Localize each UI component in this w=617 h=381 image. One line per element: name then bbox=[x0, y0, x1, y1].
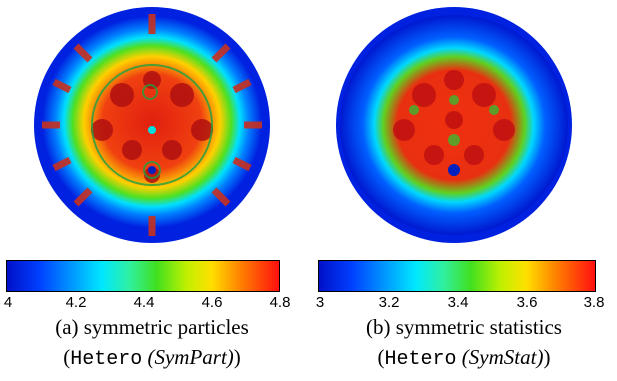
colorbar-tick: 4.6 bbox=[201, 294, 223, 311]
caption-italic: (SymPart) bbox=[147, 345, 234, 369]
caption-paren: ) bbox=[543, 345, 551, 369]
colorbar-a: 4 4.2 4.4 4.6 4.8 bbox=[4, 260, 290, 311]
panel-symmetric-particles: 4 4.2 4.4 4.6 4.8 (a) symmetric particle… bbox=[2, 0, 302, 381]
colorbar-tick: 4.2 bbox=[65, 294, 87, 311]
caption-paren: ( bbox=[63, 345, 71, 369]
colorbar-tick: 3.6 bbox=[516, 294, 538, 311]
colorbar-tick: 4.8 bbox=[269, 294, 291, 311]
colorbar-tick: 3.8 bbox=[583, 294, 605, 311]
caption-paren: ) bbox=[233, 345, 241, 369]
colorbar-tick: 3.2 bbox=[378, 294, 400, 311]
colorbar-tick: 4 bbox=[3, 294, 13, 311]
colorbar-tick: 3 bbox=[315, 294, 325, 311]
caption-title-b: (b) symmetric statistics bbox=[366, 315, 562, 339]
colorbar-b: 3 3.2 3.4 3.6 3.8 bbox=[316, 260, 604, 311]
caption-title-a: (a) symmetric particles bbox=[55, 315, 249, 339]
colorbar-gradient bbox=[318, 260, 596, 292]
density-map-render-b bbox=[336, 7, 572, 243]
colorbar-tick: 4.4 bbox=[133, 294, 155, 311]
panel-symmetric-statistics: 3 3.2 3.4 3.6 3.8 (b) symmetric statisti… bbox=[314, 0, 614, 381]
density-map-render-a bbox=[34, 7, 270, 243]
caption-code: Hetero bbox=[70, 348, 143, 371]
colorbar-gradient bbox=[6, 260, 280, 292]
caption-paren: ( bbox=[377, 345, 385, 369]
caption-method-b: (Hetero (SymStat)) bbox=[314, 345, 614, 371]
colorbar-tick: 3.4 bbox=[447, 294, 469, 311]
caption-italic: (SymStat) bbox=[461, 345, 544, 369]
caption-method-a: (Hetero (SymPart)) bbox=[2, 345, 302, 371]
caption-code: Hetero bbox=[384, 348, 457, 371]
